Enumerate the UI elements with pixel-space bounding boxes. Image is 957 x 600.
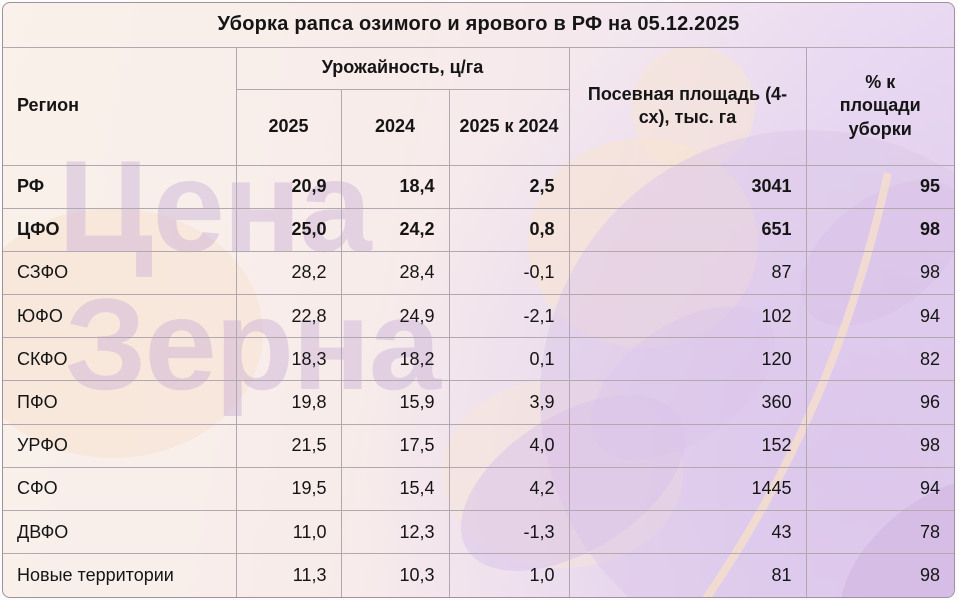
table-row: СЗФО 28,2 28,4 -0,1 87 98 [3, 250, 954, 296]
yield-2024-cell: 24,2 [340, 207, 450, 252]
header-yield-group: Урожайность, ц/га [235, 46, 570, 90]
yield-2024-cell: 15,4 [340, 466, 450, 512]
yield-2024-cell: 12,3 [340, 509, 450, 555]
harvest-table: Уборка рапса озимого и ярового в РФ на 0… [3, 3, 954, 597]
yield-2024-cell: 17,5 [340, 423, 450, 468]
diff-cell: 4,0 [448, 423, 570, 468]
yield-2025-cell: 22,8 [235, 294, 342, 339]
area-cell: 152 [568, 423, 807, 468]
pct-cell: 98 [805, 553, 954, 597]
table-row: Новые территории 11,3 10,3 1,0 81 98 [3, 553, 954, 597]
header-row-group: Регион Урожайность, ц/га Посевная площад… [3, 46, 954, 166]
region-cell: ЮФО [3, 294, 237, 339]
table-row: СКФО 18,3 18,2 0,1 120 82 [3, 337, 954, 382]
area-cell: 651 [568, 207, 807, 252]
yield-2025-cell: 20,9 [235, 164, 342, 209]
title-row: Уборка рапса озимого и ярового в РФ на 0… [3, 3, 954, 48]
area-cell: 1445 [568, 466, 807, 512]
diff-cell: -2,1 [448, 294, 570, 339]
table-row: ЮФО 22,8 24,9 -2,1 102 94 [3, 294, 954, 339]
area-cell: 120 [568, 337, 807, 382]
header-region: Регион [3, 46, 237, 166]
area-cell: 43 [568, 509, 807, 555]
region-cell: РФ [3, 164, 237, 209]
area-cell: 3041 [568, 164, 807, 209]
diff-cell: 4,2 [448, 466, 570, 512]
diff-cell: 0,8 [448, 207, 570, 252]
page-title: Уборка рапса озимого и ярового в РФ на 0… [3, 3, 954, 48]
yield-2025-cell: 18,3 [235, 337, 342, 382]
diff-cell: 0,1 [448, 337, 570, 382]
pct-cell: 95 [805, 164, 954, 209]
yield-2024-cell: 10,3 [340, 553, 450, 597]
yield-2025-cell: 28,2 [235, 250, 342, 296]
pct-cell: 98 [805, 207, 954, 252]
yield-2024-cell: 24,9 [340, 294, 450, 339]
pct-cell: 96 [805, 380, 954, 425]
yield-2024-cell: 18,2 [340, 337, 450, 382]
region-cell: ДВФО [3, 509, 237, 555]
area-cell: 81 [568, 553, 807, 597]
header-row-years: 2025 2024 2025 к 2024 [3, 88, 954, 166]
header-area: Посевная площадь (4-сх), тыс. га [568, 46, 807, 166]
region-cell: Новые территории [3, 553, 237, 597]
area-cell: 360 [568, 380, 807, 425]
pct-cell: 98 [805, 423, 954, 468]
region-cell: СФО [3, 466, 237, 512]
area-cell: 102 [568, 294, 807, 339]
header-diff: 2025 к 2024 [448, 88, 569, 166]
region-cell: ПФО [3, 380, 237, 425]
yield-2025-cell: 21,5 [235, 423, 342, 468]
table-row: УРФО 21,5 17,5 4,0 152 98 [3, 423, 954, 468]
area-cell: 87 [568, 250, 807, 296]
yield-2024-cell: 28,4 [340, 250, 450, 296]
yield-2025-cell: 11,3 [235, 553, 342, 597]
pct-cell: 82 [805, 337, 954, 382]
table-row: ЦФО 25,0 24,2 0,8 651 98 [3, 207, 954, 252]
table-row: ДВФО 11,0 12,3 -1,3 43 78 [3, 509, 954, 555]
region-cell: СКФО [3, 337, 237, 382]
header-2024: 2024 [340, 88, 450, 166]
region-cell: УРФО [3, 423, 237, 468]
yield-2025-cell: 19,8 [235, 380, 342, 425]
yield-2025-cell: 11,0 [235, 509, 342, 555]
header-pct: % к площади уборки [805, 46, 954, 166]
table-row: РФ 20,9 18,4 2,5 3041 95 [3, 164, 954, 209]
diff-cell: 2,5 [448, 164, 570, 209]
pct-cell: 94 [805, 466, 954, 512]
pct-cell: 98 [805, 250, 954, 296]
yield-2024-cell: 15,9 [340, 380, 450, 425]
diff-cell: -0,1 [448, 250, 570, 296]
yield-2025-cell: 19,5 [235, 466, 342, 512]
diff-cell: 3,9 [448, 380, 570, 425]
yield-2024-cell: 18,4 [340, 164, 450, 209]
pct-cell: 94 [805, 294, 954, 339]
yield-2025-cell: 25,0 [235, 207, 342, 252]
diff-cell: -1,3 [448, 509, 570, 555]
pct-cell: 78 [805, 509, 954, 555]
region-cell: ЦФО [3, 207, 237, 252]
table-row: ПФО 19,8 15,9 3,9 360 96 [3, 380, 954, 425]
table-row: СФО 19,5 15,4 4,2 1445 94 [3, 466, 954, 512]
header-2025: 2025 [236, 88, 342, 166]
region-cell: СЗФО [3, 250, 237, 296]
diff-cell: 1,0 [448, 553, 570, 597]
